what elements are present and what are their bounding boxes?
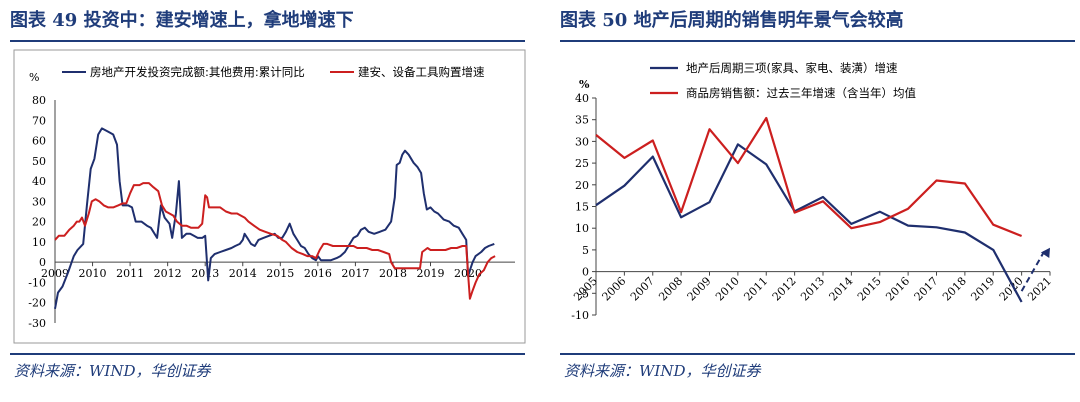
x-tick-label: 2017 [912,275,941,304]
x-tick-label: 2016 [304,267,332,280]
x-tick-label: 2015 [855,275,884,304]
x-tick-label: 2019 [417,267,445,280]
series-line-2 [595,116,1023,238]
y-axis-unit: % [29,71,39,84]
chart-panel-left: 图表 49 投资中：建安增速上，拿地增速下 -30 -20 -10 0 10 20 30 40… [0,0,530,402]
y-tick-label: -10 [28,276,46,289]
y-tick-label: 30 [32,195,46,208]
x-tick-label: 2019 [968,275,997,304]
legend-label-2: 建安、设备工具购置增速 [358,65,485,79]
series-line-1 [595,143,1023,303]
title-rule [560,40,1075,42]
y-tick-label: 10 [32,236,46,249]
x-tick-label: 2007 [628,275,657,304]
x-tick-label: 2012 [154,267,182,280]
y-tick-label: 0 [39,256,46,269]
chart-panel-right: 图表 50 地产后周期的销售明年景气会较高 -10 -5 0 5 10 15 20 25 30 3… [550,0,1080,402]
source-note: 资料来源：WIND，华创证券 [564,362,761,380]
x-tick-label: 2017 [341,267,369,280]
legend-label-1: 房地产开发投资完成额:其他费用:累计同比 [90,65,305,79]
y-tick-label: 0 [582,266,589,279]
y-tick-label: 25 [575,157,589,170]
x-tick-label: 2008 [656,275,685,304]
x-tick-label: 2014 [827,275,856,304]
projection-arrow-head [1040,247,1050,258]
series-line-1 [54,127,495,309]
investment-line-chart: -30 -20 -10 0 10 20 30 40 50 60 70 80% 2009 2010 2011 2… [13,49,526,344]
chart-frame [13,49,526,344]
x-tick-label: 2010 [79,267,107,280]
x-tick-label: 2014 [229,267,257,280]
y-tick-label: 80 [32,94,46,107]
y-tick-label: 70 [32,114,46,127]
x-tick-label: 2009 [41,267,69,280]
y-tick-label: -20 [28,297,46,310]
y-axis-unit: % [579,78,590,91]
x-tick-label: 2015 [266,267,294,280]
y-tick-label: 15 [575,201,589,214]
legend-label-2: 商品房销售额：过去三年增速（含当年）均值 [686,86,916,100]
y-tick-label: 50 [32,155,46,168]
x-tick-label: 2011 [116,267,144,280]
x-tick-label: 2010 [713,275,742,304]
figure-title: 图表 49 投资中：建安增速上，拿地增速下 [10,10,354,31]
x-tick-label: 2018 [940,275,969,304]
x-tick-label: 2012 [770,275,799,304]
title-rule [10,40,525,42]
x-tick-label: 2018 [379,267,407,280]
y-tick-label: -5 [578,287,589,300]
figure-title: 图表 50 地产后周期的销售明年景气会较高 [560,10,904,31]
y-tick-label: -10 [571,309,589,322]
y-tick-label: -30 [28,317,46,330]
y-tick-label: 10 [575,222,589,235]
y-tick-label: 30 [575,135,589,148]
x-tick-label: 2009 [685,275,714,304]
projection-dashed-line [1020,251,1045,292]
y-tick-label: 40 [32,175,46,188]
series-line-2 [54,182,496,300]
x-tick-label: 2011 [741,275,770,304]
y-tick-label: 40 [575,92,589,105]
y-tick-label: 60 [32,135,46,148]
y-tick-label: 5 [582,244,589,257]
source-note: 资料来源：WIND，华创证券 [14,362,211,380]
legend-label-1: 地产后周期三项(家具、家电、装潢）增速 [686,61,898,75]
y-tick-label: 20 [32,216,46,229]
x-tick-label: 2006 [600,275,629,304]
x-tick-label: 2020 [997,275,1026,304]
x-tick-label: 2013 [191,267,219,280]
source-rule [10,353,525,355]
source-rule [560,353,1075,355]
y-tick-label: 20 [575,179,589,192]
x-tick-label: 2013 [798,275,827,304]
y-tick-label: 35 [575,114,589,127]
x-tick-label: 2016 [883,275,912,304]
